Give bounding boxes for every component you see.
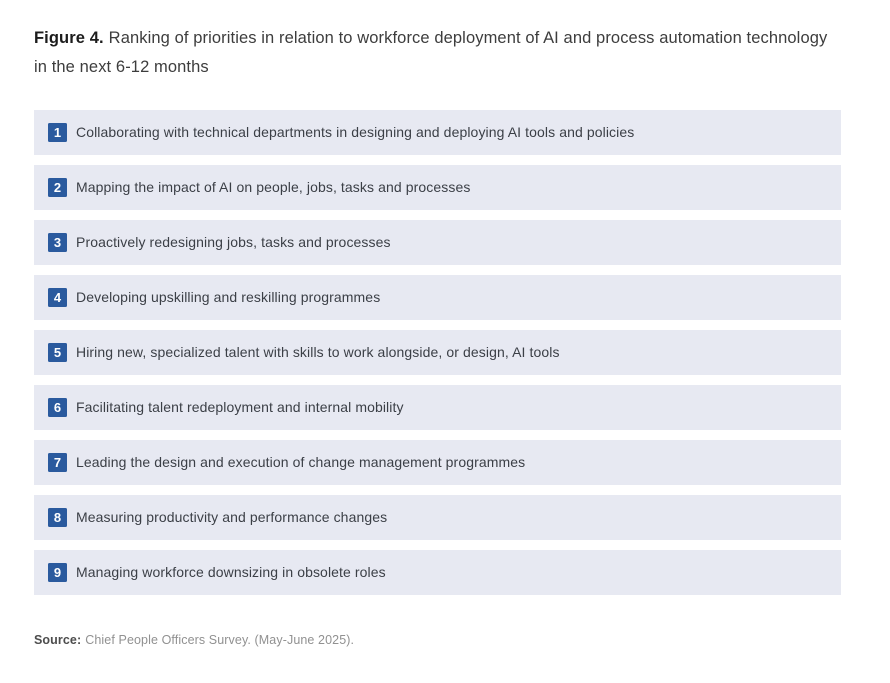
rank-item-label: Leading the design and execution of chan… [76,454,526,471]
figure-title: Figure 4. Ranking of priorities in relati… [34,24,834,82]
figure-container: Figure 4. Ranking of priorities in relati… [34,0,841,647]
rank-item-label: Hiring new, specialized talent with skil… [76,344,560,361]
rank-number-badge: 3 [48,232,67,252]
rank-item-label: Proactively redesigning jobs, tasks and … [76,234,391,251]
rank-number-badge: 5 [48,342,67,362]
ranking-row-3: 3 Proactively redesigning jobs, tasks an… [34,220,841,265]
ranking-row-5: 5 Hiring new, specialized talent with sk… [34,330,841,375]
rank-item-label: Measuring productivity and performance c… [76,509,388,526]
rank-number-badge: 7 [48,452,67,472]
source-note: Source: Chief People Officers Survey. (Ma… [34,633,841,647]
ranking-row-2: 2 Mapping the impact of AI on people, jo… [34,165,841,210]
rank-number-badge: 1 [48,122,67,142]
source-text: Chief People Officers Survey. (May-June … [85,632,355,647]
rank-item-label: Facilitating talent redeployment and int… [76,399,404,416]
rank-number-badge: 9 [48,562,67,582]
rank-item-label: Managing workforce downsizing in obsolet… [76,564,386,581]
figure-title-text: Ranking of priorities in relation to wor… [34,29,828,76]
ranking-row-9: 9 Managing workforce downsizing in obsol… [34,550,841,595]
rank-number-badge: 2 [48,177,67,197]
ranking-row-4: 4 Developing upskilling and reskilling p… [34,275,841,320]
rank-number-badge: 8 [48,507,67,527]
rank-item-label: Collaborating with technical departments… [76,124,635,141]
ranking-list: 1 Collaborating with technical departmen… [34,110,841,595]
rank-item-label: Developing upskilling and reskilling pro… [76,289,381,306]
figure-number-label: Figure 4. [34,29,104,47]
rank-item-label: Mapping the impact of AI on people, jobs… [76,179,471,196]
ranking-row-7: 7 Leading the design and execution of ch… [34,440,841,485]
ranking-row-8: 8 Measuring productivity and performance… [34,495,841,540]
source-label: Source: [34,632,82,647]
rank-number-badge: 6 [48,397,67,417]
rank-number-badge: 4 [48,287,67,307]
ranking-row-1: 1 Collaborating with technical departmen… [34,110,841,155]
ranking-row-6: 6 Facilitating talent redeployment and i… [34,385,841,430]
